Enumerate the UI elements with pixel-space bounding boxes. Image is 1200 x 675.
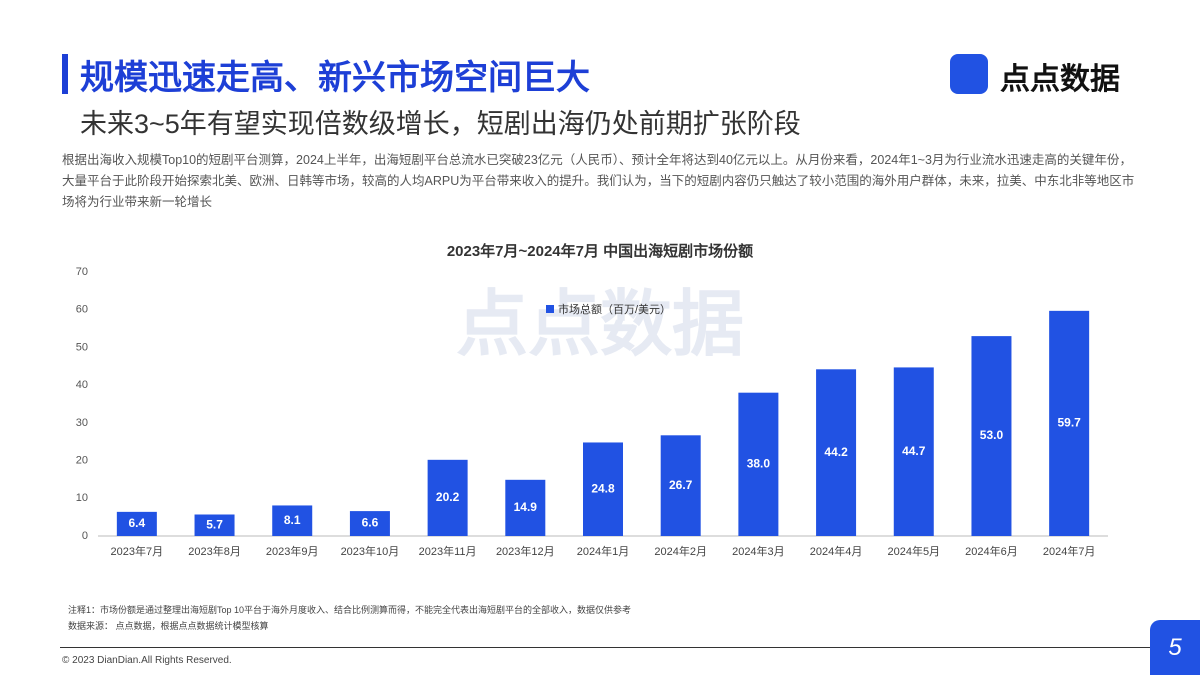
bar — [349, 511, 390, 536]
x-tick-label: 2023年11月 — [419, 544, 477, 558]
x-tick-label: 2024年4月 — [810, 544, 863, 558]
logo: 点点数据 — [1000, 63, 1120, 96]
value-label: 20.2 — [436, 490, 460, 504]
value-label: 5.7 — [206, 517, 223, 531]
x-tick-label: 2024年1月 — [577, 544, 630, 558]
y-tick-label: 40 — [76, 379, 88, 391]
note: 数据来源： 点点数据，根据点点数据统计模型核算 — [68, 621, 269, 631]
bar — [1049, 310, 1090, 536]
logo-icon — [950, 54, 988, 94]
chart-title: 2023年7月~2024年7月 中国出海短剧市场份额 — [447, 242, 753, 260]
y-tick-label: 60 — [76, 304, 88, 316]
x-tick-label: 2024年5月 — [887, 544, 940, 558]
value-label: 6.6 — [362, 516, 379, 530]
value-label: 6.4 — [129, 516, 146, 530]
note: 注释1：市场份额是通过整理出海短剧Top 10平台于海外月度收入、结合比例测算而… — [68, 605, 632, 615]
x-tick-label: 2024年6月 — [965, 544, 1018, 558]
value-label: 38.0 — [747, 457, 771, 471]
x-tick-label: 2023年7月 — [111, 544, 164, 558]
page-number: 5 — [1150, 620, 1200, 675]
bar — [660, 435, 701, 536]
value-label: 8.1 — [284, 513, 301, 527]
x-tick-label: 2023年8月 — [188, 544, 241, 558]
copyright: © 2023 DianDian.All Rights Reserved. — [62, 655, 232, 666]
x-tick-label: 2024年7月 — [1043, 544, 1096, 558]
bar — [816, 369, 857, 536]
chart: 2023年7月~2024年7月 中国出海短剧市场份额 点点数据 0 10 20 30 4… — [76, 242, 1108, 558]
subtitle: 未来3~5年有望实现倍数级增长，短剧出海仍处前期扩张阶段 — [80, 109, 801, 139]
value-label: 44.7 — [902, 444, 926, 458]
legend-label: 市场总额（百万/美元） — [558, 302, 671, 316]
x-tick-label: 2024年2月 — [654, 544, 707, 558]
bar — [505, 479, 546, 536]
title: 规模迅速走高、新兴市场空间巨大 — [80, 59, 590, 97]
value-label: 59.7 — [1057, 416, 1081, 430]
x-tick-label: 2023年9月 — [266, 544, 319, 558]
bar — [893, 367, 934, 536]
bar — [116, 511, 157, 536]
value-label: 24.8 — [591, 481, 615, 495]
footer-line — [60, 647, 1150, 648]
y-tick-label: 0 — [82, 530, 88, 542]
bar — [583, 442, 623, 536]
x-tick-label: 2023年10月 — [341, 544, 400, 558]
x-tick-label: 2024年3月 — [732, 544, 785, 558]
value-label: 14.9 — [514, 500, 538, 514]
value-label: 44.2 — [824, 445, 848, 459]
y-tick-label: 70 — [76, 266, 88, 278]
y-tick-label: 50 — [76, 341, 88, 353]
bar — [738, 392, 779, 536]
value-label: 53.0 — [980, 428, 1004, 442]
bar — [194, 514, 235, 536]
watermark: 点点数据 — [456, 285, 744, 365]
y-tick-label: 20 — [76, 454, 88, 466]
value-label: 26.7 — [669, 478, 693, 492]
title-accent — [62, 54, 68, 94]
paragraph: 根据出海收入规模Top10的短剧平台测算，2024上半年，出海短剧平台总流水已突… — [62, 153, 1135, 209]
bar — [971, 336, 1012, 536]
bar — [427, 459, 468, 536]
y-tick-label: 10 — [76, 492, 88, 504]
legend-swatch — [546, 305, 554, 313]
x-tick-label: 2023年12月 — [496, 544, 555, 558]
y-tick-label: 30 — [76, 417, 88, 429]
bar — [272, 505, 313, 536]
